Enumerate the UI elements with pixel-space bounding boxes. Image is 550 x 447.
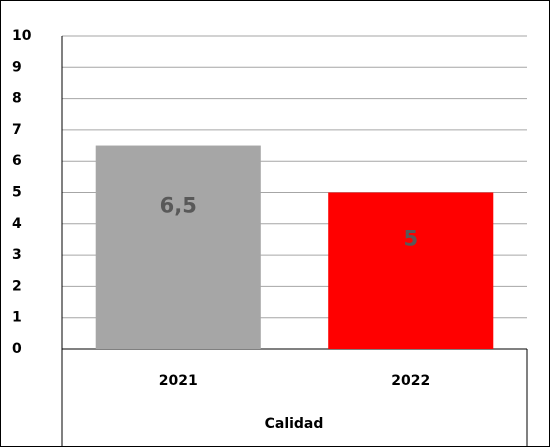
x-tick-label: 2022: [391, 373, 430, 389]
y-tick-label: 9: [12, 59, 22, 75]
bar: [95, 145, 261, 349]
y-tick-label: 4: [12, 216, 22, 232]
data-label: 5: [403, 226, 418, 250]
y-tick-label: 1: [12, 310, 22, 326]
y-tick-label: 7: [12, 122, 22, 138]
y-tick-label: 8: [12, 91, 22, 107]
data-label: 6,5: [160, 194, 197, 218]
y-tick-label: 6: [12, 153, 22, 169]
x-axis-label: Calidad: [265, 416, 324, 432]
y-tick-label: 2: [12, 278, 22, 294]
y-tick-label: 10: [12, 28, 32, 44]
y-tick-label: 3: [12, 247, 22, 263]
x-tick-label: 2021: [159, 373, 198, 389]
y-tick-label: 0: [12, 341, 22, 357]
bar: [328, 192, 494, 349]
y-tick-label: 5: [12, 185, 22, 201]
